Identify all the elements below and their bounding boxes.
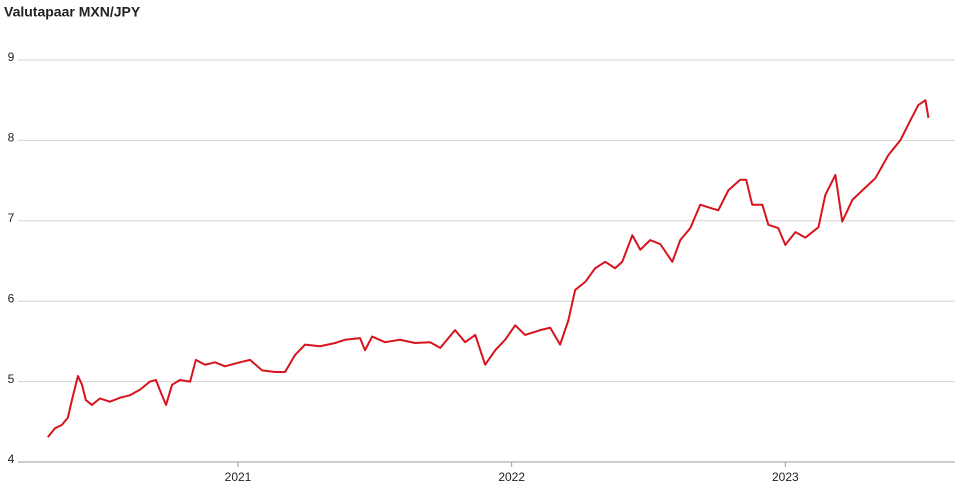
- price-line: [47, 99, 930, 438]
- x-tick-label: 2023: [772, 470, 799, 484]
- y-tick-label: 6: [8, 291, 15, 305]
- y-tick-label: 7: [8, 211, 15, 225]
- chart-title: Valutapaar MXN/JPY: [4, 4, 141, 20]
- x-tick-label: 2022: [498, 470, 525, 484]
- y-tick-label: 8: [8, 131, 15, 145]
- y-tick-label: 5: [8, 372, 15, 386]
- y-tick-label: 9: [8, 50, 15, 64]
- y-tick-label: 4: [8, 452, 15, 466]
- x-tick-label: 2021: [225, 470, 252, 484]
